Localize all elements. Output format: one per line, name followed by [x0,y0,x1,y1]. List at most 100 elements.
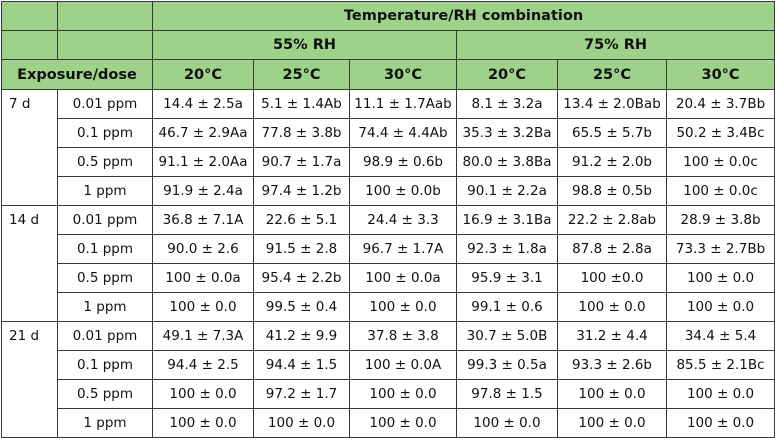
value-cell: 91.9 ± 2.4a [152,176,254,206]
value-cell: 100 ± 0.0 [665,408,775,438]
value-cell: 13.4 ± 2.0Bab [557,89,667,119]
table-row: 1 ppm 100 ± 0.0 99.5 ± 0.4 100 ± 0.0 99.1 ± … [1,292,775,322]
value-cell: 98.8 ± 0.5b [557,176,667,206]
header-rh-75: 75% RH [455,30,775,60]
dose-cell: 0.5 ppm [57,263,153,293]
value-cell: 22.2 ± 2.8ab [557,205,667,235]
value-cell: 28.9 ± 3.8b [665,205,775,235]
value-cell: 99.1 ± 0.6 [456,292,558,322]
value-cell: 31.2 ± 4.4 [557,321,667,351]
dose-cell: 0.1 ppm [57,118,153,148]
table-row: 7 d 0.01 ppm 14.4 ± 2.5a 5.1 ± 1.4Ab 11.1 ± … [1,89,775,119]
value-cell: 99.3 ± 0.5a [456,350,558,380]
header-blank [1,1,58,31]
exposure-cell: 21 d [1,321,58,351]
value-cell: 77.8 ± 3.8b [253,118,350,148]
header-blank [57,30,153,60]
dose-cell: 0.5 ppm [57,379,153,409]
value-cell: 91.2 ± 2.0b [557,147,667,177]
value-cell: 11.1 ± 1.7Aab [349,89,457,119]
value-cell: 24.4 ± 3.3 [349,205,457,235]
dose-cell: 1 ppm [57,292,153,322]
header-temp: 20°C [152,59,254,90]
value-cell: 97.4 ± 1.2b [253,176,350,206]
value-cell: 100 ± 0.0a [349,263,457,293]
dose-cell: 1 ppm [57,408,153,438]
value-cell: 100 ± 0.0b [349,176,457,206]
dose-cell: 0.1 ppm [57,234,153,264]
header-rh-55: 55% RH [152,30,457,60]
value-cell: 100 ±0.0 [557,263,667,293]
value-cell: 16.9 ± 3.1Ba [456,205,558,235]
value-cell: 100 ± 0.0 [665,379,775,409]
header-temp: 30°C [349,59,457,90]
value-cell: 46.7 ± 2.9Aa [152,118,254,148]
header-row-temp: Exposure/dose 20°C 25°C 30°C 20°C 25°C 3… [1,59,775,90]
header-row-group: Temperature/RH combination [1,1,775,31]
header-temp: 30°C [665,59,775,90]
exposure-cell [1,379,58,409]
dose-cell: 0.01 ppm [57,321,153,351]
value-cell: 92.3 ± 1.8a [456,234,558,264]
value-cell: 8.1 ± 3.2a [456,89,558,119]
table-body: 7 d 0.01 ppm 14.4 ± 2.5a 5.1 ± 1.4Ab 11.1 ± … [1,89,775,438]
exposure-cell [1,350,58,380]
exposure-cell: 14 d [1,205,58,235]
value-cell: 5.1 ± 1.4Ab [253,89,350,119]
value-cell: 100 ± 0.0 [665,292,775,322]
dose-cell: 0.5 ppm [57,147,153,177]
value-cell: 30.7 ± 5.0B [456,321,558,351]
value-cell: 100 ± 0.0 [152,408,254,438]
value-cell: 99.5 ± 0.4 [253,292,350,322]
value-cell: 96.7 ± 1.7A [349,234,457,264]
value-cell: 20.4 ± 3.7Bb [665,89,775,119]
value-cell: 90.0 ± 2.6 [152,234,254,264]
value-cell: 37.8 ± 3.8 [349,321,457,351]
value-cell: 34.4 ± 5.4 [665,321,775,351]
table-row: 0.5 ppm 100 ± 0.0 97.2 ± 1.7 100 ± 0.0 97.8 … [1,379,775,409]
value-cell: 87.8 ± 2.8a [557,234,667,264]
value-cell: 14.4 ± 2.5a [152,89,254,119]
dose-cell: 0.1 ppm [57,350,153,380]
value-cell: 97.8 ± 1.5 [456,379,558,409]
value-cell: 100 ± 0.0A [349,350,457,380]
value-cell: 100 ± 0.0 [152,379,254,409]
dose-cell: 1 ppm [57,176,153,206]
value-cell: 94.4 ± 1.5 [253,350,350,380]
value-cell: 95.4 ± 2.2b [253,263,350,293]
header-temp: 20°C [456,59,558,90]
value-cell: 90.1 ± 2.2a [456,176,558,206]
value-cell: 100 ± 0.0 [349,408,457,438]
table-row: 0.1 ppm 90.0 ± 2.6 91.5 ± 2.8 96.7 ± 1.7A 92… [1,234,775,264]
value-cell: 41.2 ± 9.9 [253,321,350,351]
exposure-cell [1,147,58,177]
value-cell: 100 ± 0.0c [665,176,775,206]
header-blank [57,1,153,31]
value-cell: 49.1 ± 7.3A [152,321,254,351]
dose-cell: 0.01 ppm [57,205,153,235]
value-cell: 65.5 ± 5.7b [557,118,667,148]
value-cell: 100 ± 0.0a [152,263,254,293]
exposure-cell [1,234,58,264]
exposure-cell [1,118,58,148]
table-row: 0.1 ppm 46.7 ± 2.9Aa 77.8 ± 3.8b 74.4 ± 4.4… [1,118,775,148]
value-cell: 80.0 ± 3.8Ba [456,147,558,177]
value-cell: 100 ± 0.0 [349,379,457,409]
exposure-cell [1,176,58,206]
header-temp: 25°C [253,59,350,90]
table-row: 0.5 ppm 91.1 ± 2.0Aa 90.7 ± 1.7a 98.9 ± 0.6… [1,147,775,177]
value-cell: 100 ± 0.0 [557,292,667,322]
value-cell: 91.5 ± 2.8 [253,234,350,264]
table-row: 0.1 ppm 94.4 ± 2.5 94.4 ± 1.5 100 ± 0.0A 99.… [1,350,775,380]
value-cell: 100 ± 0.0 [152,292,254,322]
value-cell: 100 ± 0.0 [456,408,558,438]
value-cell: 85.5 ± 2.1Bc [665,350,775,380]
exposure-cell [1,263,58,293]
value-cell: 98.9 ± 0.6b [349,147,457,177]
value-cell: 91.1 ± 2.0Aa [152,147,254,177]
table-row: 21 d 0.01 ppm 49.1 ± 7.3A 41.2 ± 9.9 37.8 ± … [1,321,775,351]
header-temp: 25°C [557,59,667,90]
header-group-title: Temperature/RH combination [151,1,775,31]
value-cell: 97.2 ± 1.7 [253,379,350,409]
value-cell: 22.6 ± 5.1 [253,205,350,235]
